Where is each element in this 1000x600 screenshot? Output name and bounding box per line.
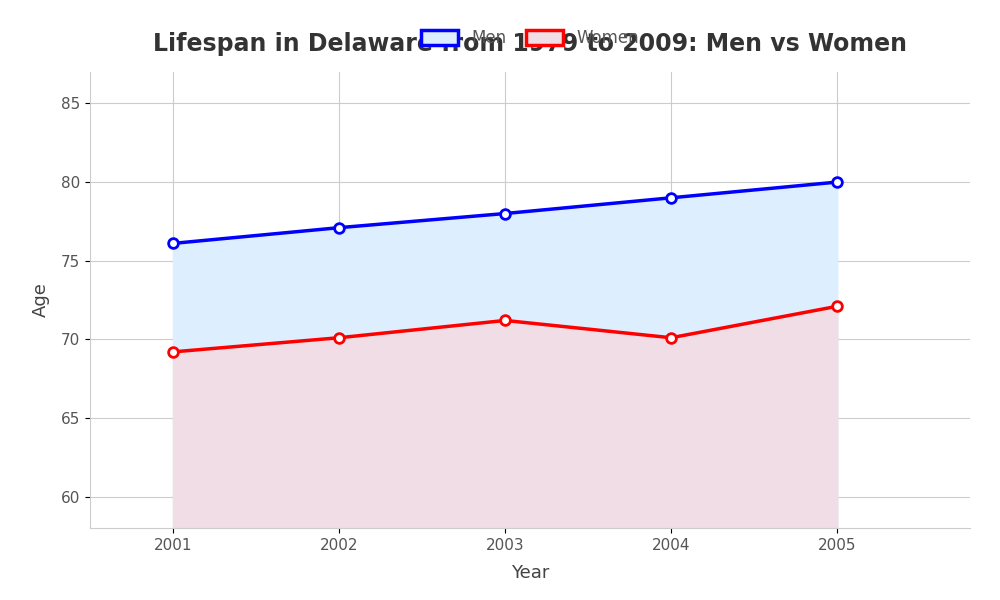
X-axis label: Year: Year bbox=[511, 564, 549, 582]
Y-axis label: Age: Age bbox=[32, 283, 50, 317]
Legend: Men, Women: Men, Women bbox=[413, 21, 647, 56]
Title: Lifespan in Delaware from 1979 to 2009: Men vs Women: Lifespan in Delaware from 1979 to 2009: … bbox=[153, 32, 907, 56]
